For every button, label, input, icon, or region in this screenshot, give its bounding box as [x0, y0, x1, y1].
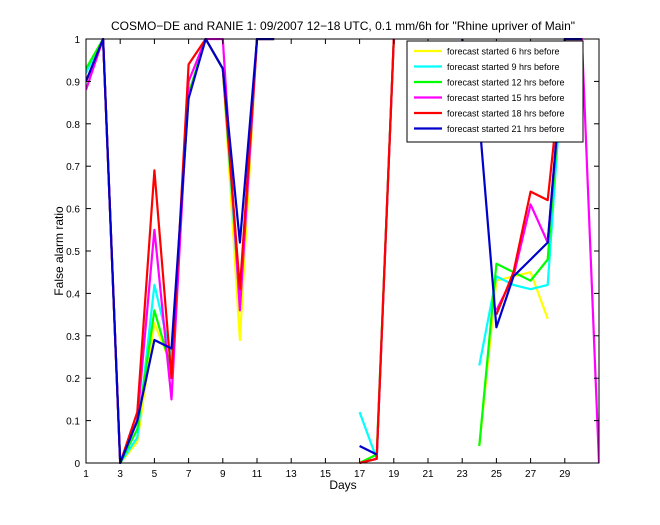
x-tick-label: 25 [491, 469, 503, 480]
y-tick-label: 0.3 [66, 332, 80, 343]
legend-label-1: forecast started 6 hrs before [447, 47, 560, 57]
legend-label-6: forecast started 21 hrs before [447, 124, 565, 134]
y-tick-label: 0.8 [66, 120, 80, 131]
x-tick-label: 11 [252, 469, 263, 480]
y-tick-label: 0.9 [66, 77, 80, 88]
x-tick-label: 7 [186, 469, 192, 480]
y-tick-label: 0.1 [66, 417, 80, 428]
x-tick-label: 27 [525, 469, 537, 480]
x-tick-label: 23 [457, 469, 469, 480]
legend-box [406, 40, 584, 143]
ticks: 1 3 5 7 9 11 13 15 17 19 21 23 25 27 2900.10.20.30.40.… [66, 35, 599, 480]
y-tick-label: 0.2 [66, 374, 80, 385]
x-tick-label: 9 [220, 469, 226, 480]
legend: forecast started 6 hrs before forecast st… [406, 40, 584, 143]
x-axis-label: Days [329, 478, 356, 492]
x-tick-label: 17 [354, 469, 366, 480]
y-tick-label: 0.6 [66, 205, 80, 216]
legend-label-3: forecast started 12 hrs before [447, 78, 565, 88]
legend-label-2: forecast started 9 hrs before [447, 62, 560, 72]
y-axis-label: False alarm ratio [52, 206, 66, 296]
x-tick-label: 13 [286, 469, 298, 480]
x-tick-label: 19 [388, 469, 400, 480]
legend-label-5: forecast started 18 hrs before [447, 109, 565, 119]
x-tick-label: 1 [83, 469, 89, 480]
x-tick-label: 21 [422, 469, 434, 480]
x-tick-label: 5 [152, 469, 158, 480]
x-tick-label: 29 [559, 469, 571, 480]
chart-title: COSMO−DE and RANIE 1: 09/2007 12−18 UTC,… [111, 19, 575, 33]
y-tick-label: 0.7 [66, 162, 80, 173]
y-tick-label: 1 [74, 35, 80, 46]
x-tick-label: 15 [320, 469, 332, 480]
y-tick-label: 0.5 [66, 247, 80, 258]
y-tick-label: 0.4 [66, 289, 80, 300]
legend-label-4: forecast started 15 hrs before [447, 93, 565, 103]
x-tick-label: 3 [117, 469, 123, 480]
y-tick-label: 0 [74, 459, 80, 470]
